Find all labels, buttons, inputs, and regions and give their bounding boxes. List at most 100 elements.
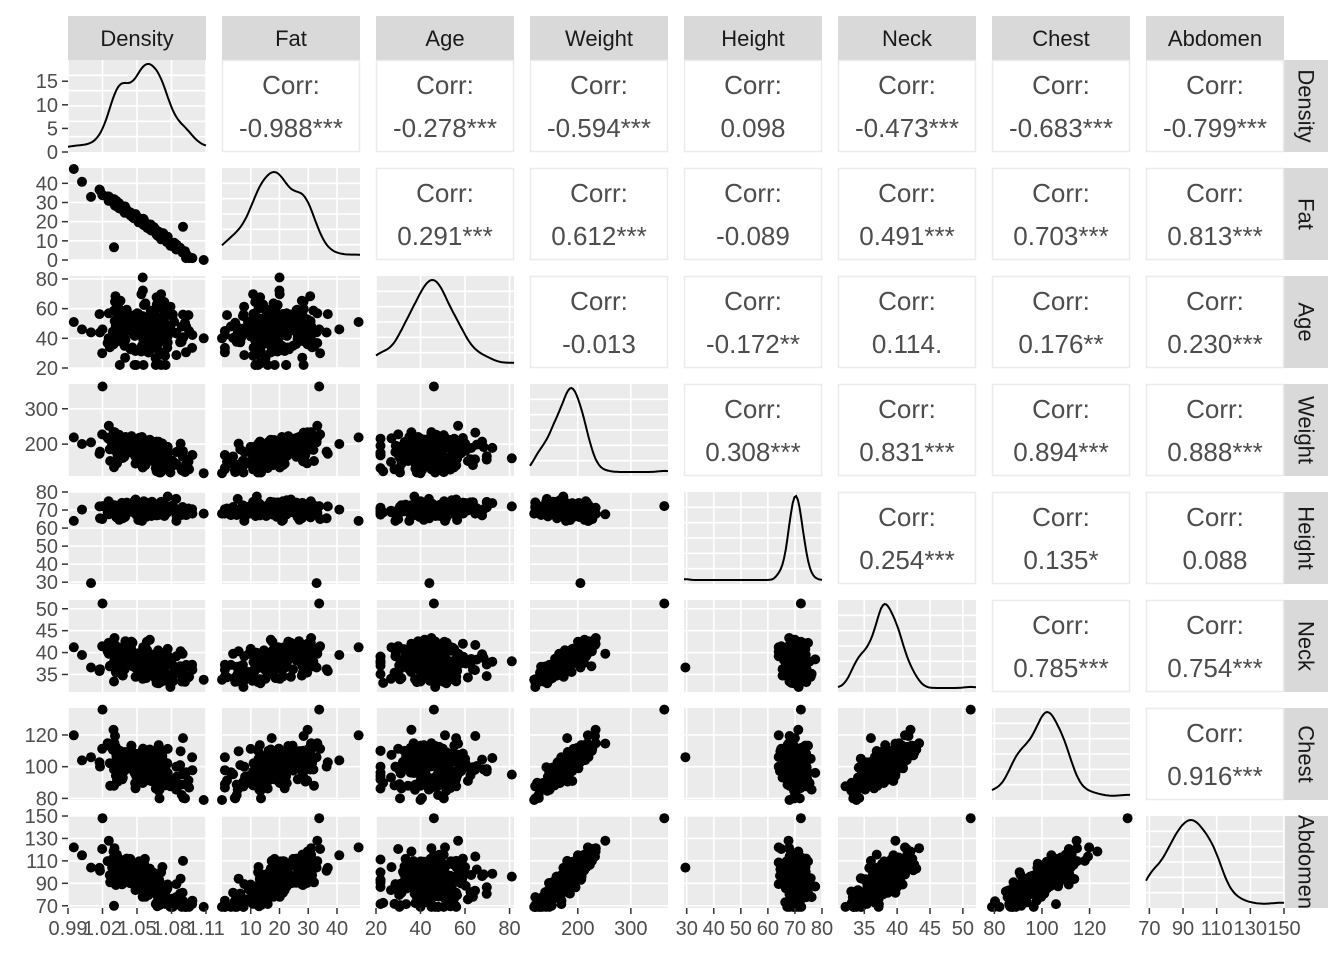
- scatter-point: [470, 640, 481, 650]
- scatter-point: [470, 731, 481, 741]
- scatter-point: [107, 647, 118, 658]
- scatter-point: [395, 453, 406, 464]
- row-strips: DensityFatAgeWeightHeightNeckChestAbdome…: [1284, 60, 1328, 909]
- scatter-point: [529, 795, 540, 805]
- scatter-point: [353, 642, 364, 653]
- scatter-point: [415, 780, 426, 791]
- row-strip: [1284, 60, 1328, 152]
- scatter-point: [865, 733, 876, 744]
- column-strip-label: Abdomen: [1168, 26, 1262, 51]
- scatter-point: [451, 446, 462, 457]
- scatter-point: [229, 793, 240, 803]
- panel: [67, 60, 207, 152]
- scatter-point: [266, 505, 277, 515]
- scatter-point: [869, 752, 880, 763]
- corr-panel-frame: [221, 59, 361, 153]
- scatter-point: [288, 320, 299, 331]
- scatter-point: [322, 501, 333, 512]
- density-curve: [529, 386, 669, 473]
- panel: [67, 381, 209, 479]
- panel: [529, 598, 670, 692]
- panel: [684, 492, 823, 584]
- scatter-point: [97, 501, 108, 512]
- panel: Corr:0.785***: [991, 599, 1131, 693]
- scatter-point: [281, 360, 292, 370]
- scatter-point: [114, 360, 125, 370]
- scatter-point: [109, 780, 119, 791]
- scatter-point: [481, 764, 492, 775]
- row-strip-label: Age: [1294, 302, 1319, 341]
- scatter-point: [462, 672, 473, 683]
- scatter-point: [165, 901, 176, 912]
- scatter-point: [243, 502, 253, 513]
- scatter-point: [178, 465, 189, 476]
- scatter-point: [453, 749, 463, 760]
- scatter-point: [263, 745, 274, 756]
- scatter-point: [178, 672, 189, 683]
- scatter-point: [424, 513, 435, 524]
- scatter-point: [545, 667, 555, 677]
- scatter-point: [659, 598, 670, 609]
- column-strip-label: Weight: [565, 26, 633, 51]
- scatter-point: [178, 332, 189, 343]
- scatter-point: [152, 901, 163, 912]
- scatter-point: [375, 745, 386, 756]
- panels: Corr:-0.988***Corr:-0.278***Corr:-0.594*…: [67, 59, 1285, 912]
- scatter-point: [254, 740, 265, 751]
- corr-label: Corr:: [1032, 286, 1090, 316]
- scatter-point: [147, 320, 158, 331]
- scatter-point: [435, 745, 446, 756]
- scatter-point: [263, 320, 274, 331]
- corr-value: -0.473***: [855, 113, 959, 143]
- scatter-point: [263, 436, 274, 447]
- panel: [217, 491, 364, 589]
- corr-label: Corr:: [1032, 394, 1090, 424]
- scatter-point: [311, 327, 322, 338]
- scatter-point: [165, 467, 176, 478]
- scatter-point: [109, 242, 119, 253]
- scatter-point: [243, 316, 253, 327]
- panel: [217, 598, 364, 692]
- scatter-point: [806, 784, 817, 795]
- scatter-point: [198, 333, 209, 344]
- scatter-point: [296, 443, 307, 454]
- scatter-point: [178, 896, 189, 907]
- scatter-point: [276, 648, 286, 659]
- scatter-point: [890, 759, 901, 770]
- scatter-point: [198, 255, 209, 265]
- panel: Corr:-0.172**: [683, 275, 823, 369]
- scatter-point: [796, 647, 807, 658]
- panel: Corr:0.135*: [991, 491, 1131, 585]
- scatter-point: [506, 453, 517, 464]
- scatter-point: [680, 662, 691, 673]
- scatter-point: [68, 432, 79, 443]
- scatter-point: [169, 316, 180, 327]
- corr-value: -0.172**: [706, 329, 800, 359]
- scatter-point: [236, 780, 246, 791]
- scatter-point: [279, 783, 290, 794]
- corr-value: 0.098: [720, 113, 785, 143]
- scatter-point: [266, 665, 277, 676]
- scatter-point: [563, 748, 574, 759]
- scatter-point: [428, 381, 439, 392]
- row-strip-label: Weight: [1294, 396, 1319, 464]
- corr-label: Corr:: [1032, 178, 1090, 208]
- scatter-point: [793, 638, 804, 649]
- scatter-point: [426, 671, 437, 682]
- scatter-point: [178, 665, 188, 676]
- scatter-point: [434, 654, 445, 665]
- scatter-point: [777, 664, 788, 675]
- scatter-point: [305, 496, 316, 507]
- row-strip-label: Abdomen: [1294, 815, 1319, 909]
- scatter-point: [793, 724, 804, 735]
- row-strip-label: Neck: [1294, 621, 1319, 672]
- scatter-point: [450, 456, 461, 467]
- column-strip-label: Density: [100, 26, 173, 51]
- scatter-point: [243, 667, 253, 677]
- panel: [529, 384, 669, 476]
- scatter-point: [395, 656, 406, 667]
- corr-panel-frame: [1145, 707, 1285, 801]
- scatter-point: [198, 674, 209, 685]
- panel: [67, 813, 209, 912]
- scatter-point: [659, 704, 670, 715]
